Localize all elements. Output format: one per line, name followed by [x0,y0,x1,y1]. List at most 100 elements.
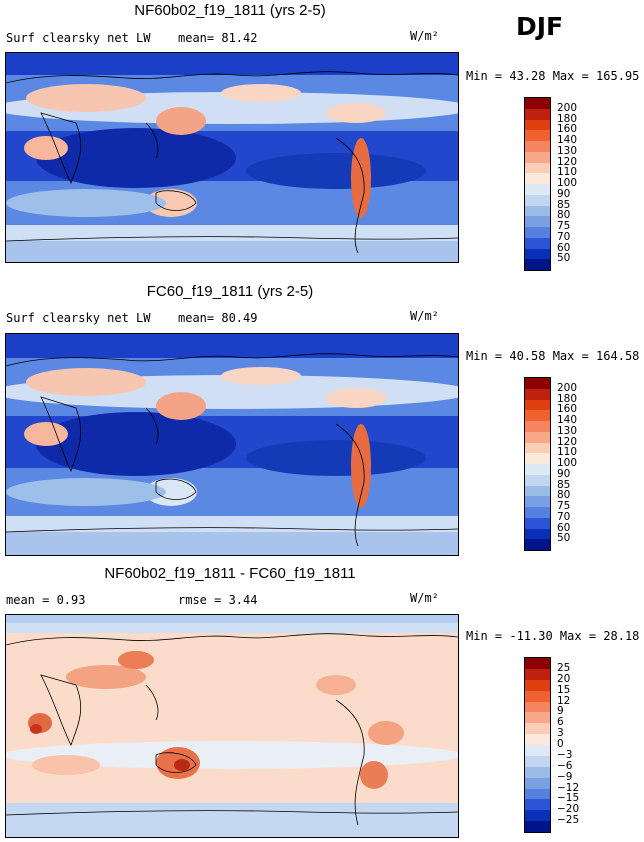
colorbar-swatch [525,517,550,529]
colorbar-tick-label: 180 [557,392,578,405]
colorbar-swatch [525,496,550,507]
colorbar-swatch [525,755,550,767]
panel-1-colorbar-ticks: 200 180 160 140 130 120 110 100 90 85 80 75 70 60 50 [557,97,597,271]
colorbar-tick-label: 100 [557,457,578,469]
colorbar-swatch [525,777,550,789]
colorbar-swatch [525,119,550,131]
season-label: DJF [516,12,564,41]
colorbar-swatch [525,216,550,227]
colorbar-tick-label: 12 [557,694,571,707]
colorbar-tick-label: 25 [557,661,571,674]
colorbar-swatch [525,410,550,421]
colorbar-tick-label: 120 [557,155,578,168]
panel-1-field-label: Surf clearsky net LW [6,31,151,45]
panel-1-units: W/m² [410,29,439,43]
colorbar-tick-label: 110 [557,446,578,459]
colorbar-tick-label: 100 [557,177,578,189]
colorbar-swatch [525,485,550,497]
colorbar-swatch [525,194,550,206]
colorbar-swatch [525,734,550,745]
panel-2-title: FC60_f19_1811 (yrs 2-5) [146,283,314,300]
colorbar-swatch [525,108,550,120]
panel-1-minmax: Min = 43.28 Max = 165.95 [466,69,640,83]
panel-3-mean: mean = 0.93 [6,593,86,607]
colorbar-swatch [525,701,550,713]
colorbar-swatch [525,259,550,270]
panel-3-title: NF60b02_f19_1811 - FC60_f19_1811 [104,565,356,582]
panel-3-rmse: rmse = 3.44 [178,593,258,607]
colorbar-swatch [525,205,550,217]
colorbar-swatch [525,690,550,702]
panel-3-map-field [6,615,458,837]
colorbar-tick-label: 6 [557,716,564,729]
colorbar-tick-label: 120 [557,435,578,448]
colorbar-swatch [525,821,550,832]
colorbar-swatch [525,173,550,184]
colorbar-swatch [525,810,550,822]
colorbar-tick-label: 3 [557,727,564,740]
colorbar-swatch [525,130,550,141]
panel-1-map [5,52,459,263]
panel-1-map-field [6,53,458,262]
colorbar-tick-label: 200 [557,381,578,394]
colorbar-tick-label: 15 [557,683,571,696]
colorbar-tick-label: 90 [557,467,571,480]
colorbar-tick-label: 110 [557,166,578,179]
colorbar-tick-label: 200 [557,101,578,114]
colorbar-swatch [525,679,550,691]
colorbar-swatch [525,788,550,800]
colorbar-swatch [525,668,550,680]
panel-1-title: NF60b02_f19_1811 (yrs 2-5) [134,2,326,19]
colorbar-tick-label: 50 [557,252,571,265]
colorbar-swatch [525,141,550,152]
colorbar-tick-label: 75 [557,500,571,512]
colorbar-swatch [525,474,550,486]
colorbar-swatch [525,442,550,454]
colorbar-swatch [525,453,550,464]
colorbar-tick-label: −25 [557,814,580,827]
colorbar-swatch [525,507,550,518]
colorbar-tick-label: −20 [557,803,580,816]
colorbar-tick-label: 140 [557,134,578,146]
colorbar-tick-label: −3 [557,748,573,761]
colorbar-tick-label: 50 [557,532,571,545]
colorbar-tick-label: 9 [557,705,564,718]
panel-3-colorbar [524,657,551,833]
colorbar-tick-label: 70 [557,230,571,243]
colorbar-tick-label: 20 [557,672,571,685]
panel-1-mean: mean= 81.42 [178,31,258,45]
colorbar-swatch [525,248,550,260]
panel-3-colorbar-ticks: 25 20 15 12 9 6 3 0 −3 −6 −9 −12 −15 −20 −25 [557,657,597,833]
colorbar-tick-label: 70 [557,510,571,523]
colorbar-swatch [525,528,550,540]
colorbar-swatch [525,151,550,163]
panel-2-units: W/m² [410,309,439,323]
colorbar-swatch [525,421,550,432]
colorbar-swatch [525,712,550,724]
panel-3-minmax: Min = -11.30 Max = 28.18 [466,629,640,643]
colorbar-tick-label: 85 [557,478,571,491]
panel-2-minmax: Min = 40.58 Max = 164.58 [466,349,640,363]
colorbar-swatch [525,98,550,109]
colorbar-tick-label: 60 [557,521,571,534]
panel-1-colorbar [524,97,551,271]
colorbar-swatch [525,237,550,249]
colorbar-swatch [525,658,550,669]
panel-2-map-field [6,334,458,555]
colorbar-tick-label: 85 [557,198,571,211]
colorbar-swatch [525,431,550,443]
colorbar-tick-label: −6 [557,759,573,772]
colorbar-swatch [525,162,550,174]
colorbar-tick-label: 140 [557,414,578,426]
colorbar-swatch [525,723,550,735]
colorbar-tick-label: 130 [557,424,578,437]
colorbar-swatch [525,227,550,238]
colorbar-swatch [525,766,550,778]
colorbar-tick-label: 60 [557,241,571,254]
colorbar-tick-label: 180 [557,112,578,125]
panel-2-mean: mean= 80.49 [178,311,258,325]
colorbar-swatch [525,184,550,195]
colorbar-swatch [525,388,550,400]
colorbar-tick-label: −15 [557,792,580,805]
colorbar-tick-label: −9 [557,770,573,783]
